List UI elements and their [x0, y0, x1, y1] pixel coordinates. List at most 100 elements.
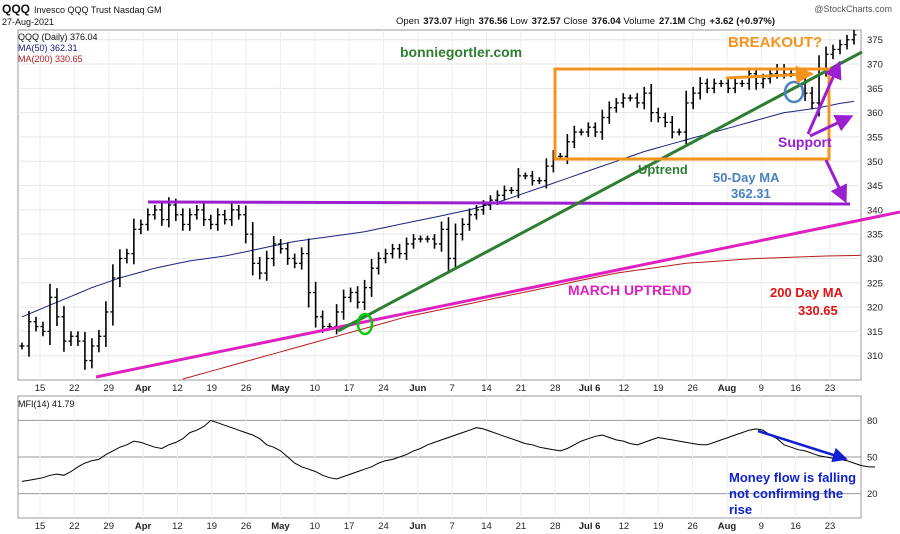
- fund-name: Invesco QQQ Trust Nasdaq GM: [34, 5, 162, 15]
- x-tick-label: Jul 6: [579, 383, 601, 394]
- mfi-x-tick-label: 21: [516, 521, 527, 532]
- x-tick-label: Aug: [718, 383, 737, 394]
- x-tick-label: 15: [35, 383, 46, 394]
- support-arrow-ma: [809, 115, 854, 138]
- x-tick-label: 24: [378, 383, 389, 394]
- mfi-x-tick-label: 15: [35, 521, 46, 532]
- mfi-line: [21, 419, 876, 482]
- x-tick-label: 7: [450, 383, 455, 394]
- mfi-x-tick-label: Jun: [409, 521, 426, 532]
- consolidation-box: [553, 67, 831, 161]
- mfi-x-tick-label: 23: [825, 521, 836, 532]
- mfi-tick-label: 20: [867, 489, 878, 500]
- mfi-x-tick-label: Apr: [135, 521, 152, 532]
- x-tick-label: 29: [103, 383, 114, 394]
- x-tick-label: 16: [790, 383, 801, 394]
- mfi-x-tick-label: 10: [309, 521, 320, 532]
- y-tick-label: 330: [867, 254, 883, 265]
- mfi-x-tick-label: 12: [619, 521, 630, 532]
- uptrend-label: Uptrend: [638, 162, 688, 177]
- legend-price: QQQ (Daily) 376.04: [18, 32, 98, 42]
- x-tick-label: 22: [69, 383, 80, 394]
- mfi-x-tick-label: 19: [653, 521, 664, 532]
- x-tick-label: 9: [759, 383, 764, 394]
- x-tick-label: 28: [550, 383, 561, 394]
- x-tick-label: 10: [309, 383, 320, 394]
- y-tick-label: 365: [867, 84, 883, 95]
- money-flow-note: Money flow is falling not confirming the…: [729, 470, 857, 517]
- mfi-legend: MFI(14) 41.79: [18, 399, 75, 409]
- x-tick-label: 26: [241, 383, 252, 394]
- breakout-label: BREAKOUT?: [728, 34, 823, 51]
- mfi-x-tick-label: 16: [790, 521, 801, 532]
- mfi-x-tick-label: 7: [450, 521, 455, 532]
- ma200-label-value: 330.65: [798, 303, 838, 318]
- chart-header: QQQ Invesco QQQ Trust Nasdaq GM 27-Aug-20…: [0, 0, 900, 34]
- x-tick-label: 12: [619, 383, 630, 394]
- march-uptrend-label: MARCH UPTREND: [568, 282, 692, 298]
- y-tick-label: 320: [867, 303, 883, 314]
- ticker-symbol: QQQ Invesco QQQ Trust Nasdaq GM: [2, 2, 162, 16]
- x-tick-label: Apr: [135, 383, 152, 394]
- support-line: [147, 200, 851, 206]
- mfi-x-tick-label: 22: [69, 521, 80, 532]
- ma200-line: [182, 254, 862, 380]
- mfi-tick-label: 80: [867, 416, 878, 427]
- x-tick-label: Jun: [409, 383, 426, 394]
- ma50-label-value: 362.31: [731, 186, 771, 201]
- mfi-x-tick-label: 26: [687, 521, 698, 532]
- mfi-x-tick-label: 28: [550, 521, 561, 532]
- legend-ma50: MA(50) 362.31: [18, 43, 78, 53]
- y-tick-label: 315: [867, 327, 883, 338]
- y-tick-label: 355: [867, 132, 883, 143]
- mfi-x-tick-label: 14: [481, 521, 492, 532]
- march-uptrend-line: [95, 210, 900, 379]
- mfi-x-tick-label: 19: [206, 521, 217, 532]
- mfi-x-tick-label: 17: [344, 521, 355, 532]
- x-tick-label: 17: [344, 383, 355, 394]
- x-tick-label: 26: [687, 383, 698, 394]
- y-tick-label: 360: [867, 108, 883, 119]
- x-tick-label: 19: [653, 383, 664, 394]
- ohlc-bars: [19, 30, 857, 370]
- chart-date: 27-Aug-2021: [2, 17, 55, 27]
- ma200-label-title: 200 Day MA: [770, 285, 843, 300]
- mfi-x-tick-label: Aug: [718, 521, 737, 532]
- uptrend-line: [337, 50, 863, 333]
- y-tick-label: 310: [867, 351, 883, 362]
- breakout-arrow: [725, 65, 814, 84]
- mfi-x-tick-label: 9: [759, 521, 764, 532]
- support-label: Support: [778, 134, 832, 150]
- x-tick-label: 19: [206, 383, 217, 394]
- mfi-x-tick-label: Jul 6: [579, 521, 601, 532]
- x-tick-label: 12: [172, 383, 183, 394]
- mfi-tick-label: 50: [867, 453, 878, 464]
- y-tick-label: 340: [867, 205, 883, 216]
- money-flow-arrow: [757, 429, 848, 463]
- x-tick-label: 21: [516, 383, 527, 394]
- mfi-x-tick-label: 24: [378, 521, 389, 532]
- support-arrow-down: [824, 159, 847, 204]
- ma50-label-title: 50-Day MA: [713, 170, 780, 185]
- y-tick-label: 335: [867, 230, 883, 241]
- mfi-x-tick-label: May: [271, 521, 290, 532]
- x-tick-label: May: [271, 383, 290, 394]
- support-arrow-up: [806, 60, 842, 135]
- stockcharts-logo: @StockCharts.com: [814, 4, 892, 14]
- y-tick-label: 350: [867, 157, 883, 168]
- y-tick-label: 370: [867, 60, 883, 71]
- chart-legend: QQQ (Daily) 376.04 MA(50) 362.31 MA(200)…: [18, 32, 98, 65]
- ohlc-readout: Open 373.07 High 376.56 Low 372.57 Close 376…: [396, 16, 776, 27]
- green-circle-marker: [356, 312, 374, 336]
- x-tick-label: 14: [481, 383, 492, 394]
- mfi-x-tick-label: 12: [172, 521, 183, 532]
- y-tick-label: 345: [867, 181, 883, 192]
- mfi-x-tick-label: 29: [103, 521, 114, 532]
- y-tick-label: 325: [867, 278, 883, 289]
- legend-ma200: MA(200) 330.65: [18, 54, 83, 64]
- mfi-x-tick-label: 26: [241, 521, 252, 532]
- x-tick-label: 23: [825, 383, 836, 394]
- blue-circle-marker: [783, 80, 805, 104]
- y-tick-label: 375: [867, 35, 883, 46]
